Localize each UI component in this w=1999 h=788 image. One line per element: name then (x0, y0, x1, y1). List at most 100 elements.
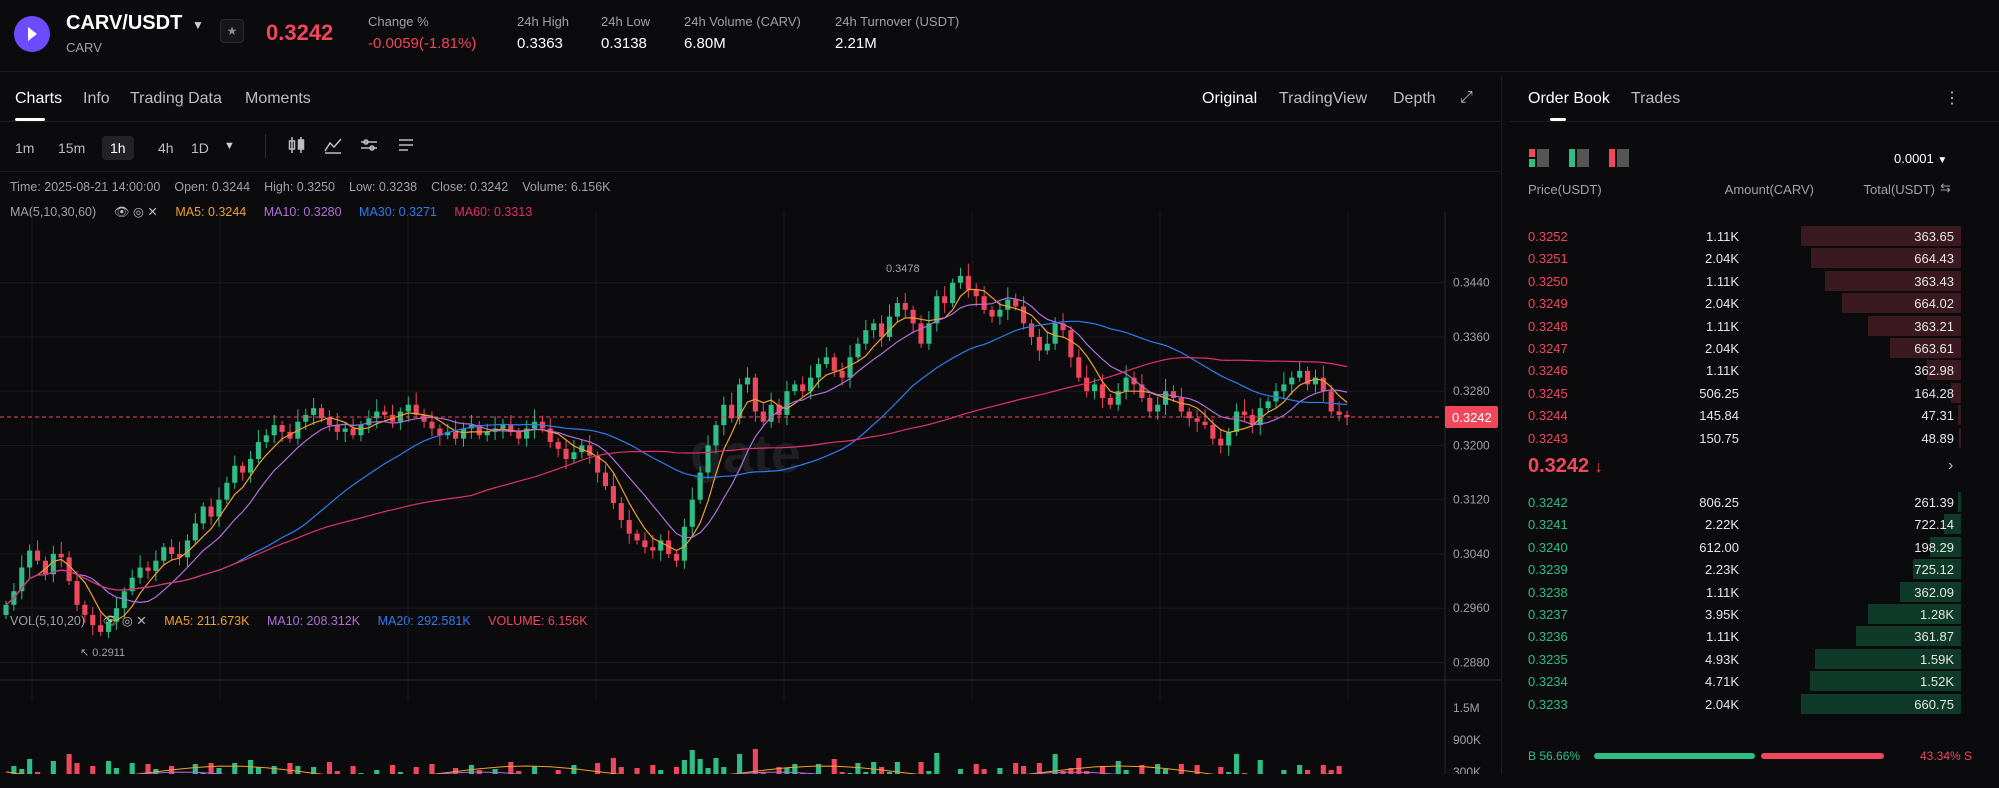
candle-body (98, 625, 104, 632)
ask-row[interactable]: 0.3248 1.11K 363.21 (1510, 315, 1999, 337)
bid-row[interactable]: 0.3241 2.22K 722.14 (1510, 513, 1999, 535)
sell-ratio: 43.34% S (1920, 749, 1973, 763)
eye-icon[interactable]: 👁 ◎ ✕ (113, 205, 158, 219)
bid-depth-bar (1913, 559, 1961, 580)
chart-toolbar: 1m 15m 1h 4h 1D ▼ (0, 122, 1502, 172)
tab-trades[interactable]: Trades (1631, 90, 1681, 107)
candle-body (1068, 330, 1074, 358)
bid-row[interactable]: 0.3240 612.00 198.29 (1510, 536, 1999, 558)
layout-bids-icon[interactable] (1568, 148, 1590, 168)
bid-row[interactable]: 0.3233 2.04K 660.75 (1510, 693, 1999, 715)
ask-row[interactable]: 0.3247 2.04K 663.61 (1510, 337, 1999, 359)
bid-row[interactable]: 0.3238 1.11K 362.09 (1510, 581, 1999, 603)
bid-total: 261.39 (1914, 495, 1954, 510)
ask-row[interactable]: 0.3245 506.25 164.28 (1510, 382, 1999, 404)
volume-bar (389, 765, 396, 774)
ask-total: 363.43 (1914, 273, 1954, 289)
volume-bar (792, 764, 798, 774)
candle-body (1186, 411, 1192, 419)
ask-price: 0.3244 (1528, 408, 1568, 424)
ask-row[interactable]: 0.3249 2.04K 664.02 (1510, 292, 1999, 314)
more-icon[interactable]: ⋮ (1944, 90, 1960, 107)
bid-price: 0.3233 (1528, 696, 1568, 712)
ask-row[interactable]: 0.3252 1.11K 363.65 (1510, 225, 1999, 247)
candle-body (34, 550, 41, 561)
candle-body (50, 553, 56, 575)
timeframe-15m[interactable]: 15m (58, 140, 86, 156)
volume-bar (192, 764, 198, 774)
chevron-right-icon[interactable]: › (1948, 457, 1954, 474)
bid-total: 361.87 (1914, 629, 1954, 645)
ask-price: 0.3252 (1528, 229, 1568, 244)
ask-total: 48.89 (1921, 430, 1954, 446)
candle-body (595, 455, 601, 473)
candle-body (768, 404, 774, 422)
candle-body (58, 553, 64, 558)
candle-body (1328, 391, 1334, 412)
tab-info[interactable]: Info (83, 90, 110, 107)
tab-charts[interactable]: Charts (15, 90, 63, 107)
layout-asks-icon[interactable] (1608, 148, 1630, 168)
volume-bar (374, 770, 380, 774)
tab-tradingview[interactable]: TradingView (1279, 90, 1368, 107)
candle-body (27, 550, 33, 568)
candle-body (902, 303, 908, 310)
timeframe-4h[interactable]: 4h (158, 140, 174, 156)
ob-tabs: Order Book Trades ⋮ (1510, 76, 1999, 122)
tab-trading-data[interactable]: Trading Data (130, 90, 222, 107)
candle-body (642, 540, 648, 548)
ask-row[interactable]: 0.3246 1.11K 362.98 (1510, 359, 1999, 381)
bid-row[interactable]: 0.3234 4.71K 1.52K (1510, 670, 1999, 692)
candle-body (82, 604, 88, 615)
timeframe-1d[interactable]: 1D (191, 140, 209, 156)
candle-body (713, 425, 719, 446)
bid-row[interactable]: 0.3236 1.11K 361.87 (1510, 625, 1999, 647)
ask-row[interactable]: 0.3244 145.84 47.31 (1510, 404, 1999, 426)
timeframe-1h[interactable]: 1h (102, 136, 134, 160)
timeframe-dropdown-icon[interactable]: ▼ (224, 140, 235, 152)
tab-moments[interactable]: Moments (245, 90, 311, 107)
bid-row[interactable]: 0.3242 806.25 261.39 (1510, 491, 1999, 513)
timeframe-1m[interactable]: 1m (15, 140, 35, 156)
bid-depth-bar (1855, 626, 1961, 647)
settings-sliders-icon[interactable] (358, 134, 380, 156)
volume-tick-label: 1.5M (1453, 701, 1480, 715)
price-chart[interactable]: 0.3440 0.3360 0.3280 0.3200 0.3120 0.3040 0.29… (0, 172, 1502, 774)
volume-bar (760, 772, 766, 774)
tab-original[interactable]: Original (1202, 90, 1258, 107)
tab-depth[interactable]: Depth (1393, 90, 1436, 107)
bid-row[interactable]: 0.3237 3.95K 1.28K (1510, 603, 1999, 625)
ask-row[interactable]: 0.3250 1.11K 363.43 (1510, 270, 1999, 292)
volume-bar (11, 766, 17, 774)
candle-body (429, 421, 435, 429)
expand-icon[interactable]: ⤢ (1460, 89, 1473, 106)
precision-select[interactable]: 0.0001 ▼ (1894, 151, 1948, 166)
layout-both-icon[interactable] (1528, 148, 1550, 168)
candlestick-type-icon[interactable] (286, 134, 308, 156)
ask-row[interactable]: 0.3251 2.04K 664.43 (1510, 247, 1999, 269)
star-icon[interactable]: ★ (220, 19, 244, 43)
candle-body (784, 391, 790, 415)
candle-body (610, 486, 616, 504)
candle-body (200, 506, 206, 524)
chevron-down-icon[interactable]: ▼ (192, 18, 204, 32)
volume-bar (105, 761, 112, 774)
bid-row[interactable]: 0.3239 2.23K 725.12 (1510, 558, 1999, 580)
pair-title[interactable]: CARV/USDT (66, 12, 183, 34)
bid-price: 0.3234 (1528, 674, 1568, 690)
mid-price: 0.3242 ↓ (1528, 455, 1603, 477)
ask-row[interactable]: 0.3243 150.75 48.89 (1510, 427, 1999, 449)
list-icon[interactable] (395, 134, 417, 156)
candle-body (90, 614, 96, 626)
indicators-icon[interactable] (322, 134, 344, 156)
bid-row[interactable]: 0.3235 4.93K 1.59K (1510, 648, 1999, 670)
candle-body (137, 567, 143, 578)
ask-amount: 506.25 (1699, 385, 1739, 401)
volume-bar (1281, 770, 1287, 774)
tab-order-book[interactable]: Order Book (1528, 90, 1610, 107)
swap-icon[interactable]: ⇆ (1940, 180, 1951, 195)
ask-price: 0.3245 (1528, 385, 1568, 401)
candle-body (579, 445, 585, 453)
volume-bar (784, 768, 790, 774)
vol-eye-icon[interactable]: 👁 ◎ ✕ (102, 614, 147, 628)
